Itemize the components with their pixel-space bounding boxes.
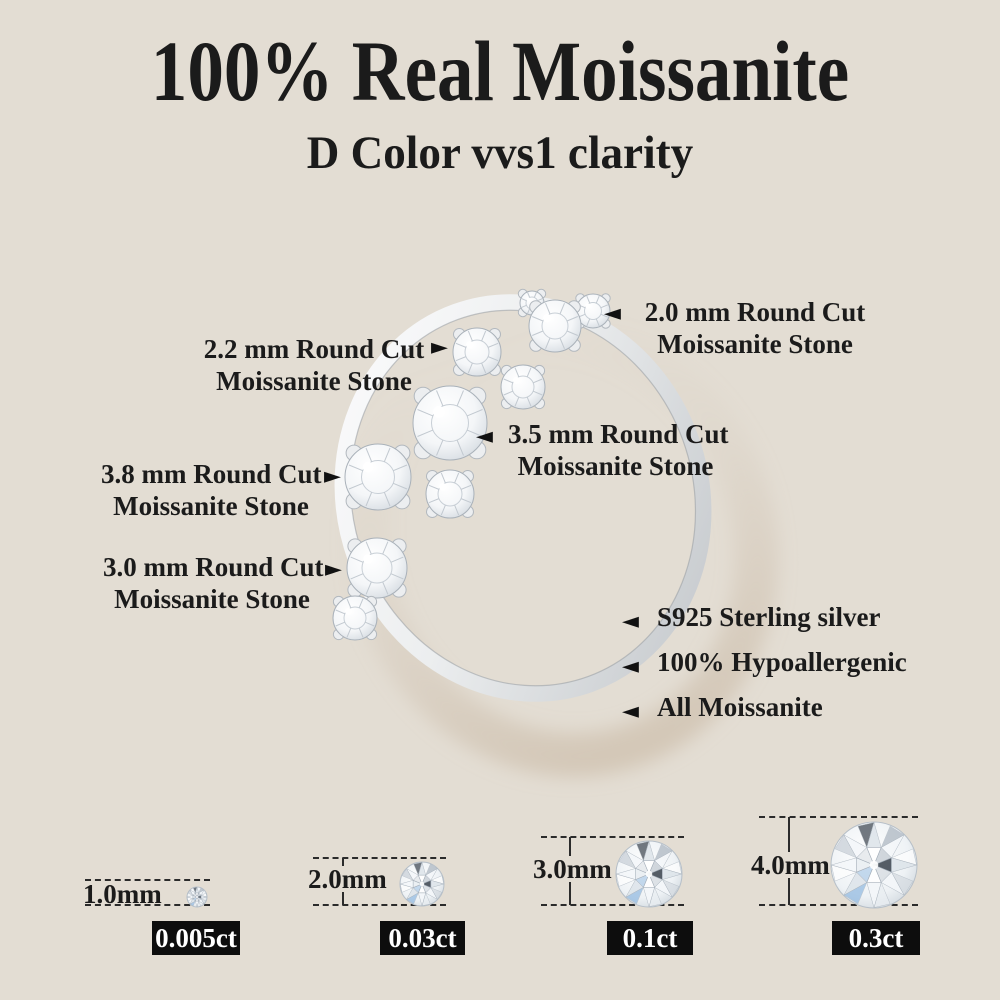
callout-3-5mm: 3.5 mm Round Cut Moissanite Stone <box>508 418 729 482</box>
page-title: 100% Real Moissanite <box>150 23 850 119</box>
feature-label-silver: S925 Sterling silver <box>657 602 881 632</box>
carat-badge: 0.03ct <box>380 921 465 955</box>
size-label: 1.0mm <box>83 879 162 909</box>
carat-badge: 0.005ct <box>152 921 240 955</box>
size-label: 4.0mm <box>749 850 832 880</box>
gem-icon <box>186 886 208 908</box>
dimension-line-top <box>759 816 918 818</box>
callout-line1: 3.8 mm Round Cut <box>101 459 322 489</box>
arrow-left-icon: ◄ <box>622 609 639 634</box>
arrow-right-icon: ► <box>325 557 342 582</box>
gem-icon <box>830 821 918 909</box>
ring-stones <box>332 288 611 641</box>
size-label: 2.0mm <box>306 864 389 894</box>
callout-line2: Moissanite Stone <box>517 451 714 481</box>
callout-line2: Moissanite Stone <box>114 584 310 614</box>
dimension-line-top <box>85 879 210 881</box>
size-label: 3.0mm <box>531 854 614 884</box>
feature-label-hypoallergenic: 100% Hypoallergenic <box>657 647 907 677</box>
gem-icon <box>615 840 683 908</box>
callout-line2: Moissanite Stone <box>113 491 309 521</box>
carat-badge: 0.3ct <box>832 921 920 955</box>
callout-line1: 2.0 mm Round Cut <box>644 297 866 327</box>
dimension-line-bottom <box>85 904 210 906</box>
arrow-left-icon: ◄ <box>604 301 621 326</box>
callout-line1: 3.5 mm Round Cut <box>508 419 729 449</box>
arrow-left-icon: ◄ <box>476 424 493 449</box>
dimension-line-bottom <box>313 904 446 906</box>
arrow-left-icon: ◄ <box>622 699 639 724</box>
callout-line2: Moissanite Stone <box>216 366 412 396</box>
callout-2-2mm: 2.2 mm Round Cut Moissanite Stone <box>200 333 428 397</box>
dimension-line-top <box>313 857 446 859</box>
dimension-line-top <box>541 836 684 838</box>
callout-line2: Moissanite Stone <box>657 329 853 359</box>
dimension-line-bottom <box>759 904 918 906</box>
callout-line1: 2.2 mm Round Cut <box>203 334 425 364</box>
carat-badge: 0.1ct <box>607 921 693 955</box>
arrow-right-icon: ► <box>324 464 341 489</box>
callout-line1: 3.0 mm Round Cut <box>103 552 324 582</box>
callout-2-0mm: 2.0 mm Round Cut Moissanite Stone <box>641 296 869 360</box>
arrow-left-icon: ◄ <box>622 654 639 679</box>
callout-3-8mm: 3.8 mm Round Cut Moissanite Stone <box>101 458 322 522</box>
arrow-right-icon: ► <box>431 335 448 360</box>
gem-icon <box>399 861 445 907</box>
feature-label-moissanite: All Moissanite <box>657 692 823 722</box>
page-subtitle: D Color vvs1 clarity <box>306 127 694 179</box>
callout-3-0mm: 3.0 mm Round Cut Moissanite Stone <box>103 551 324 615</box>
dimension-line-bottom <box>541 904 684 906</box>
